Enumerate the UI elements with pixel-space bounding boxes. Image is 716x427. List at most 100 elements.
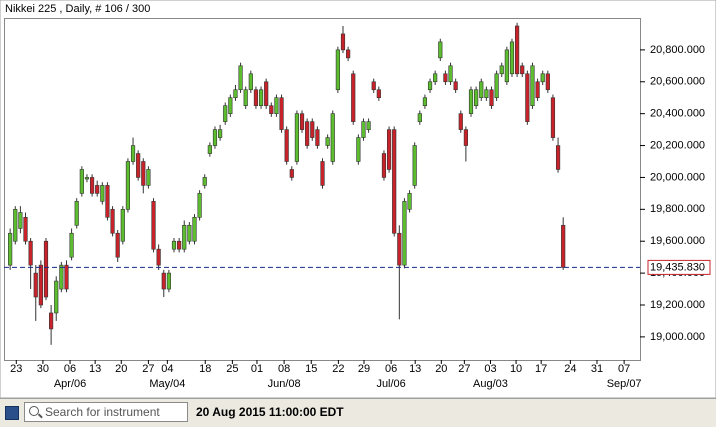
- y-tick-label: 19,600.000: [650, 235, 705, 247]
- candle-body: [335, 49, 340, 91]
- candle-body: [545, 73, 550, 91]
- x-tick-label: 01: [251, 363, 263, 375]
- candle-body: [422, 97, 428, 106]
- candle-body: [515, 25, 520, 75]
- y-tick-label: 20,200.000: [650, 139, 705, 151]
- x-tick-label: 18: [199, 363, 211, 375]
- toolbar: Search for instrument 20 Aug 2015 11:00:…: [0, 398, 716, 427]
- candle-body: [366, 121, 371, 130]
- candle-body: [397, 232, 402, 266]
- candle-body: [84, 177, 90, 180]
- candle-body: [100, 185, 105, 202]
- candle-body: [520, 65, 525, 75]
- candle-body: [535, 81, 540, 99]
- candle-body: [161, 272, 166, 290]
- candle-body: [330, 113, 335, 162]
- x-tick-label: 20: [435, 363, 447, 375]
- x-tick-label: 27: [142, 363, 154, 375]
- chart: Nikkei 225 , Daily, # 106 / 300 19,000.0…: [0, 0, 716, 398]
- candle-body: [182, 224, 187, 250]
- y-tick-label: 20,000.000: [650, 171, 705, 183]
- x-tick-label: 30: [37, 363, 49, 375]
- x-tick-label: 23: [10, 363, 22, 375]
- candle-body: [494, 73, 499, 99]
- candle-body: [253, 89, 259, 106]
- candle-body: [125, 161, 131, 210]
- candle-body: [279, 97, 284, 130]
- candle-body: [69, 232, 74, 258]
- candle-body: [407, 193, 412, 210]
- candle-body: [458, 113, 463, 130]
- x-tick-label: 13: [409, 363, 421, 375]
- candle-body: [233, 89, 238, 99]
- candle-body: [305, 121, 310, 146]
- candle-body: [212, 129, 218, 146]
- candle-body: [448, 65, 453, 83]
- candle-body: [351, 73, 356, 122]
- x-tick-label: 08: [278, 363, 290, 375]
- search-box[interactable]: Search for instrument: [24, 402, 188, 422]
- x-tick-label: 24: [564, 363, 576, 375]
- candle-body: [294, 113, 300, 162]
- candle-body: [192, 217, 197, 242]
- candle-body: [151, 201, 156, 250]
- x-tick-label: 04: [161, 363, 173, 375]
- candle-body: [443, 73, 448, 83]
- candle-body: [489, 89, 494, 106]
- candle-body: [43, 240, 49, 298]
- x-tick-label: 10: [510, 363, 522, 375]
- candle-body: [433, 73, 438, 83]
- candle-body: [530, 65, 535, 106]
- month-label: Jun/08: [268, 378, 301, 390]
- x-tick-label: 06: [385, 363, 397, 375]
- x-tick-label: 27: [458, 363, 470, 375]
- candle-body: [299, 113, 305, 130]
- x-tick-label: 22: [332, 363, 344, 375]
- candle-body: [315, 129, 320, 146]
- candle-body: [120, 209, 125, 242]
- toolbar-icon[interactable]: [5, 406, 19, 420]
- candle-body: [23, 217, 28, 242]
- candle-body: [412, 145, 417, 186]
- y-tick-label: 19,200.000: [650, 299, 705, 311]
- x-tick-label: 06: [64, 363, 76, 375]
- candle-body: [284, 129, 289, 162]
- candle-body: [392, 129, 397, 234]
- timestamp: 20 Aug 2015 11:00:00 EDT: [196, 405, 344, 419]
- candle-body: [356, 137, 361, 162]
- x-tick-label: 15: [305, 363, 317, 375]
- candle-body: [346, 49, 351, 59]
- candle-body: [386, 129, 392, 170]
- y-tick-label: 20,800.000: [650, 44, 705, 56]
- candle-body: [550, 97, 556, 138]
- candle-body: [438, 41, 443, 59]
- candle-body: [177, 240, 182, 250]
- candle-body: [74, 201, 79, 226]
- month-label: Aug/03: [473, 378, 508, 390]
- month-label: Apr/06: [54, 378, 86, 390]
- x-tick-label: 31: [591, 363, 603, 375]
- candle-body: [525, 73, 530, 122]
- candle-body: [484, 89, 489, 99]
- month-label: Sep/07: [607, 378, 642, 390]
- candle-body: [8, 232, 13, 266]
- candle-body: [64, 264, 69, 290]
- candle-body: [207, 145, 212, 154]
- candle-body: [33, 272, 38, 298]
- candle-body: [136, 153, 141, 178]
- x-tick-label: 07: [618, 363, 630, 375]
- candle-body: [141, 161, 146, 186]
- candle-body: [238, 65, 243, 91]
- candle-body: [18, 212, 23, 229]
- candle-body: [187, 224, 192, 242]
- candle-body: [371, 81, 376, 91]
- candle-body: [325, 137, 330, 146]
- candle-body: [228, 97, 233, 114]
- candle-body: [223, 105, 228, 122]
- candle-body: [59, 264, 64, 290]
- x-tick-label: 20: [115, 363, 127, 375]
- candle-body: [561, 224, 566, 268]
- y-tick-label: 20,600.000: [650, 76, 705, 88]
- y-tick-label: 19,000.000: [650, 331, 705, 343]
- candle-body: [468, 89, 474, 114]
